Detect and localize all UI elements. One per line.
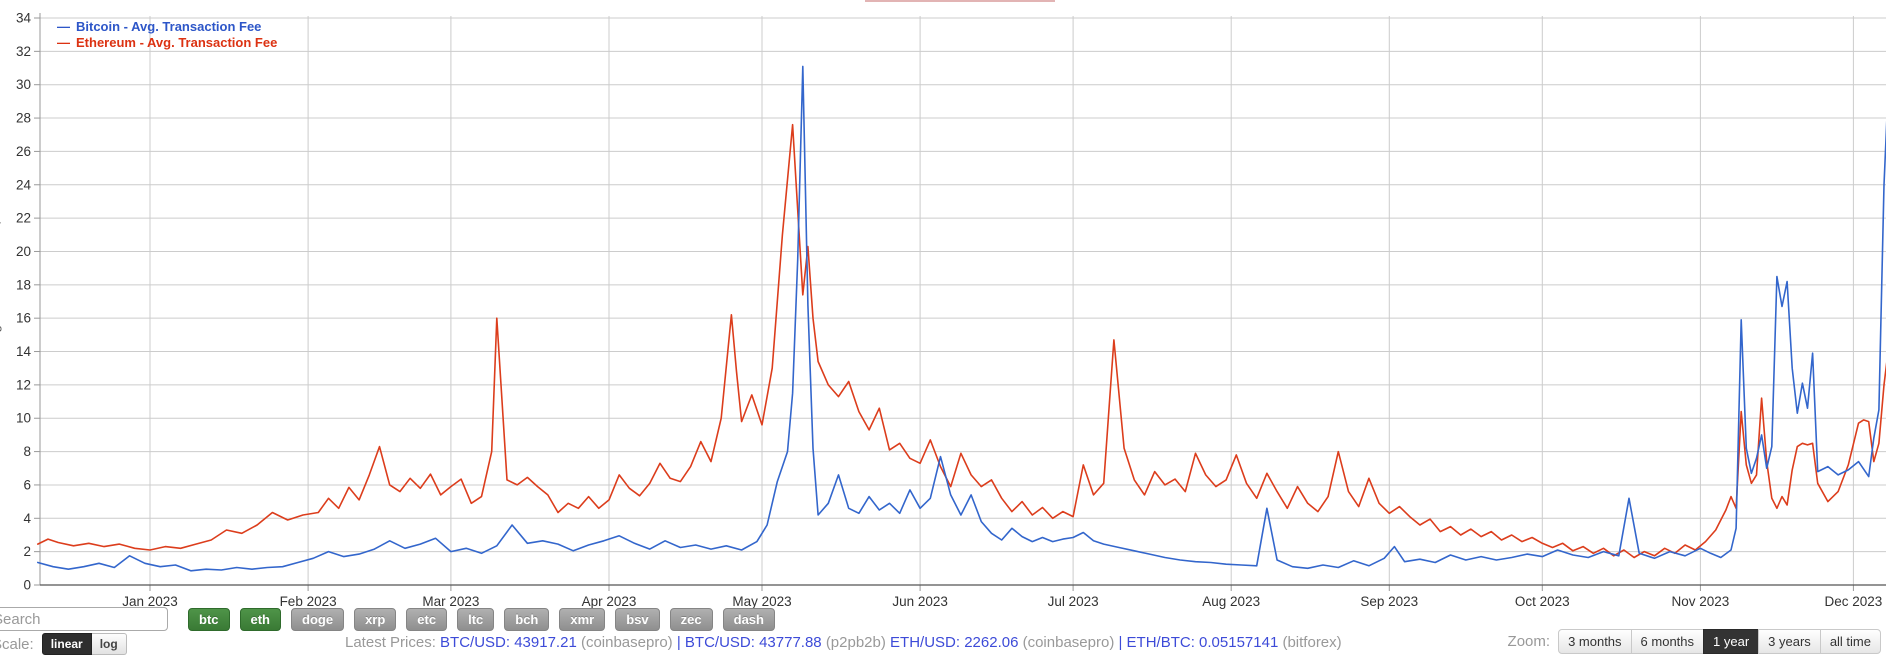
coin-buttons: btc eth doge xrp etc ltc bch xmr bsv zec dash bbox=[188, 607, 775, 631]
x-tick-label: Jan 2023 bbox=[122, 594, 178, 609]
zoom-button-group: 3 months 6 months 1 year 3 years all time bbox=[1558, 629, 1881, 654]
x-tick-label: Apr 2023 bbox=[582, 594, 637, 609]
x-tick-label: Nov 2023 bbox=[1672, 594, 1730, 609]
coin-button-bch[interactable]: bch bbox=[504, 607, 550, 631]
x-tick-label: May 2023 bbox=[732, 594, 791, 609]
coin-button-eth[interactable]: eth bbox=[239, 607, 281, 631]
x-tick-label: Dec 2023 bbox=[1825, 594, 1883, 609]
y-tick-label: 22 bbox=[16, 211, 31, 226]
y-tick-label: 10 bbox=[16, 411, 31, 426]
latest-prices: Latest Prices: BTC/USD: 43917.21 (coinba… bbox=[345, 634, 1342, 651]
coin-button-btc[interactable]: btc bbox=[188, 607, 230, 631]
zoom-button-all-time[interactable]: all time bbox=[1819, 629, 1881, 654]
y-tick-label: 16 bbox=[16, 311, 31, 326]
scale-button-log[interactable]: log bbox=[91, 633, 127, 655]
chart-legend: — Bitcoin - Avg. Transaction Fee — Ethereum… bbox=[57, 19, 277, 51]
legend-line-swatch: — bbox=[57, 35, 70, 50]
y-tick-label: 4 bbox=[23, 511, 31, 526]
y-tick-label: 34 bbox=[16, 11, 32, 26]
zoom-label: Zoom: bbox=[1507, 633, 1551, 650]
search-input[interactable] bbox=[0, 607, 168, 631]
legend-label: Ethereum - Avg. Transaction Fee bbox=[76, 35, 278, 50]
y-tick-label: 2 bbox=[23, 544, 31, 559]
price-source: (coinbasepro) bbox=[1022, 634, 1115, 651]
zoom-button-3-years[interactable]: 3 years bbox=[1758, 629, 1821, 654]
x-tick-label: Oct 2023 bbox=[1515, 594, 1570, 609]
y-tick-label: 14 bbox=[16, 344, 32, 359]
price-source: (coinbasepro) bbox=[580, 634, 673, 651]
price-link-btcusd[interactable]: BTC/USD: 43917.21 bbox=[440, 634, 581, 651]
y-tick-label: 12 bbox=[16, 377, 31, 392]
y-tick-label: 24 bbox=[16, 177, 32, 192]
coin-button-ltc[interactable]: ltc bbox=[457, 607, 495, 631]
zoom-button-1-year[interactable]: 1 year bbox=[1703, 629, 1760, 654]
price-source: (bitforex) bbox=[1282, 634, 1342, 651]
x-tick-label: Jul 2023 bbox=[1048, 594, 1099, 609]
y-tick-label: 8 bbox=[23, 444, 31, 459]
x-tick-label: Feb 2023 bbox=[280, 594, 337, 609]
price-source: (p2pb2b) bbox=[825, 634, 886, 651]
series-line-ethereum[interactable] bbox=[36, 123, 1886, 559]
scale-label: Scale: bbox=[0, 635, 34, 653]
y-tick-label: 30 bbox=[16, 77, 31, 92]
legend-line-swatch: — bbox=[57, 19, 70, 34]
latest-prices-label: Latest Prices: bbox=[345, 634, 436, 651]
y-tick-label: 6 bbox=[23, 477, 31, 492]
legend-entry: — Bitcoin - Avg. Transaction Fee bbox=[57, 19, 277, 35]
coin-button-etc[interactable]: etc bbox=[406, 607, 448, 631]
coin-button-dash[interactable]: dash bbox=[722, 607, 775, 631]
scale-toggle: linear log bbox=[41, 633, 127, 655]
x-tick-label: Jun 2023 bbox=[892, 594, 948, 609]
legend-label: Bitcoin - Avg. Transaction Fee bbox=[76, 19, 262, 34]
price-link-ethusd[interactable]: ETH/USD: 2262.06 bbox=[890, 634, 1023, 651]
coin-button-bsv[interactable]: bsv bbox=[615, 607, 660, 631]
y-tick-label: 0 bbox=[23, 578, 31, 593]
y-tick-label: 26 bbox=[16, 144, 31, 159]
legend-entry: — Ethereum - Avg. Transaction Fee bbox=[57, 35, 277, 51]
y-axis-title: Avg. Transaction Fee, USD bbox=[0, 190, 2, 348]
y-tick-label: 32 bbox=[16, 44, 31, 59]
y-tick-label: 20 bbox=[16, 244, 31, 259]
zoom-controls: Zoom: 3 months 6 months 1 year 3 years all t… bbox=[1508, 629, 1881, 654]
zoom-button-3-months[interactable]: 3 months bbox=[1558, 629, 1632, 654]
coin-button-zec[interactable]: zec bbox=[669, 607, 713, 631]
y-tick-label: 18 bbox=[16, 277, 31, 292]
x-tick-label: Mar 2023 bbox=[422, 594, 479, 609]
scale-button-linear[interactable]: linear bbox=[41, 633, 92, 655]
page-title-remnant bbox=[865, 0, 1055, 2]
price-separator: | bbox=[1114, 634, 1127, 651]
x-tick-label: Aug 2023 bbox=[1202, 594, 1260, 609]
zoom-button-6-months[interactable]: 6 months bbox=[1630, 629, 1705, 654]
y-tick-label: 28 bbox=[16, 111, 31, 126]
x-tick-label: Sep 2023 bbox=[1360, 594, 1418, 609]
series-line-bitcoin[interactable] bbox=[36, 65, 1886, 572]
coin-button-xmr[interactable]: xmr bbox=[559, 607, 606, 631]
price-link-ethbtc[interactable]: ETH/BTC: 0.05157141 bbox=[1126, 634, 1283, 651]
price-link-btcusd[interactable]: BTC/USD: 43777.88 bbox=[684, 634, 826, 651]
coin-button-xrp[interactable]: xrp bbox=[354, 607, 397, 631]
price-separator: | bbox=[672, 634, 685, 651]
coin-button-doge[interactable]: doge bbox=[291, 607, 345, 631]
